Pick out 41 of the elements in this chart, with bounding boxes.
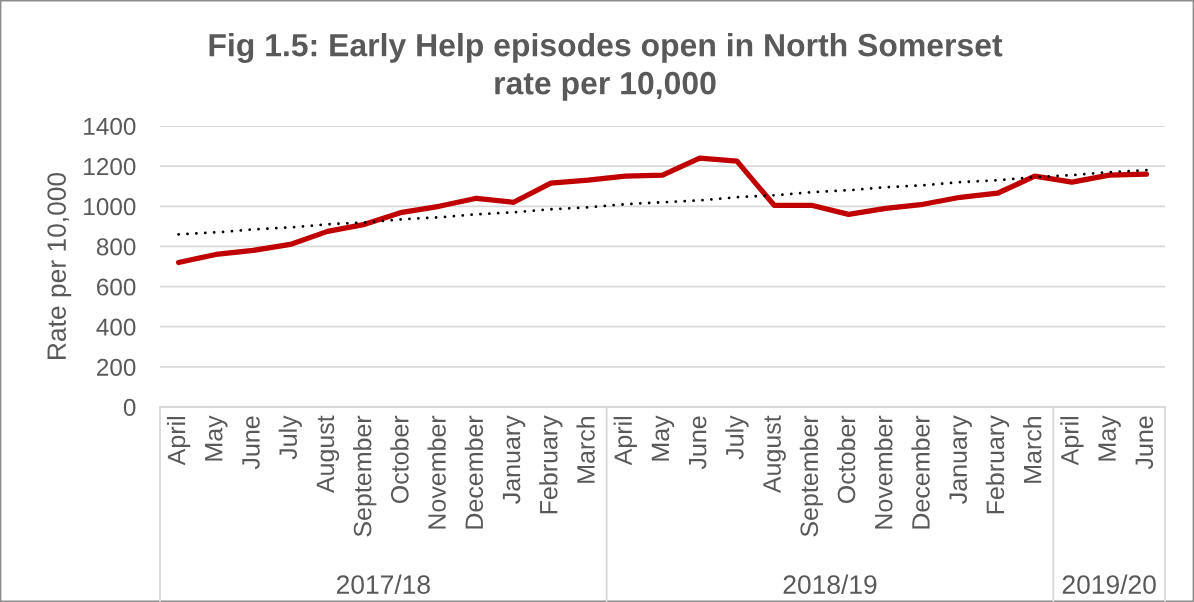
x-tick-label: April <box>166 417 191 466</box>
text: 2019/20 <box>1062 574 1156 594</box>
x-tick-label: October <box>390 415 409 504</box>
x-tick-label: May <box>651 415 675 461</box>
x-tick-label: September <box>799 415 824 537</box>
chart-title: Fig 1.5: Early Help episodes open in North Somerset rate per 10,000 <box>209 33 1003 101</box>
x-tick-label: April <box>613 417 637 466</box>
x-tick-label: December <box>911 415 930 529</box>
x-tick-label: August <box>316 415 340 494</box>
y-tick-label: 1400 <box>84 117 136 136</box>
x-tick-label: February <box>539 415 563 514</box>
y-tick-label: 0 <box>123 398 136 417</box>
x-tick-label: March <box>576 416 595 483</box>
y-axis-title: Rate per 10,000 <box>47 172 72 359</box>
line-series <box>177 168 1148 236</box>
x-tick-label: May <box>205 415 228 461</box>
x-tick-label: April <box>1060 417 1084 466</box>
y-tick-label: 800 <box>96 238 136 256</box>
x-tick-label: October <box>836 415 856 504</box>
x-tick-label: June <box>1135 416 1154 470</box>
y-tick-label: 200 <box>97 358 136 376</box>
x-tick-label: November <box>427 415 446 529</box>
x-tick-label: December <box>464 415 484 529</box>
x-tick-label: February <box>985 415 1010 514</box>
x-tick-label: September <box>353 415 377 537</box>
x-tick-label: November <box>874 415 893 529</box>
y-tick-label: 1200 <box>84 157 136 176</box>
y-tick-label: 600 <box>97 278 136 296</box>
x-tick-label: March <box>1023 416 1042 483</box>
x-tick-label: June <box>688 416 707 470</box>
text: 2017/18 <box>336 574 430 594</box>
x-tick-label: July <box>278 415 302 460</box>
x-tick-label: May <box>1098 415 1121 461</box>
x-tick-label: June <box>242 416 260 470</box>
y-tick-label: 1000 <box>84 198 136 216</box>
y-tick-label: 400 <box>96 318 136 336</box>
x-tick-label: January <box>949 415 972 504</box>
x-tick-label: January <box>502 415 526 504</box>
x-tick-label: July <box>725 415 749 460</box>
x-tick-label: August <box>763 415 786 494</box>
text: 2018/19 <box>783 574 877 594</box>
